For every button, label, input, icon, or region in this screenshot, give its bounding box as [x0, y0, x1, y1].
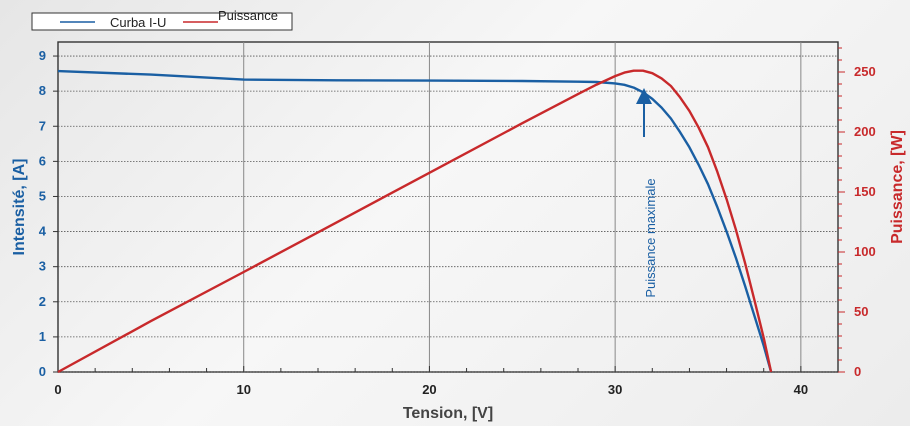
y-right-tick-label: 200: [854, 124, 876, 139]
y-left-tick-label: 2: [39, 294, 46, 309]
y-right-tick-label: 0: [854, 364, 861, 379]
series-line-power: [57, 69, 773, 374]
arrow-head-icon: [636, 88, 652, 104]
y-left-tick-label: 0: [39, 364, 46, 379]
y-left-tick-label: 1: [39, 329, 46, 344]
y-left-tick-label: 5: [39, 188, 46, 203]
grid-lines: [53, 42, 845, 373]
x-tick-label: 10: [236, 382, 250, 397]
x-axis-title: Tension, [V]: [403, 405, 493, 422]
tick-labels: 0 10 20 30 40 0 1 2 3 4 5 6 7 8 9 0 50 100 150 200 250: [39, 48, 876, 397]
x-tick-label: 20: [422, 382, 436, 397]
legend-label-current: Curba I-U: [110, 15, 166, 30]
x-tick-label: 30: [608, 382, 622, 397]
y-left-tick-label: 9: [39, 48, 46, 63]
y-right-tick-label: 50: [854, 304, 868, 319]
max-power-annotation: Puissance maximale: [636, 88, 658, 298]
series-line-current: [57, 69, 773, 373]
y-right-tick-label: 250: [854, 64, 876, 79]
y-left-tick-label: 7: [39, 118, 46, 133]
x-tick-label: 0: [54, 382, 61, 397]
y-right-axis-title: Puissance, [W]: [889, 130, 906, 244]
y-right-tick-label: 150: [854, 184, 876, 199]
x-tick-label: 40: [794, 382, 808, 397]
y-left-tick-label: 6: [39, 153, 46, 168]
y-left-axis-title: Intensité, [A]: [11, 159, 28, 256]
legend: Curba I-U Puissance: [31, 8, 293, 31]
legend-label-power: Puissance: [218, 8, 278, 23]
series-layer: [57, 69, 773, 374]
annotation-label: Puissance maximale: [643, 178, 658, 297]
legend-box: [31, 12, 293, 31]
y-left-tick-label: 8: [39, 83, 46, 98]
y-left-tick-label: 4: [39, 224, 47, 239]
y-right-tick-label: 100: [854, 244, 876, 259]
y-left-tick-label: 3: [39, 259, 46, 274]
